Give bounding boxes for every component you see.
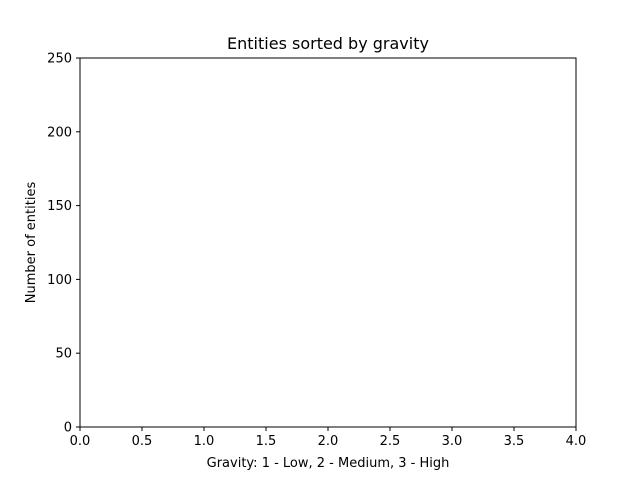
y-tick-label: 250	[47, 52, 72, 67]
x-tick-label: 2.5	[380, 434, 401, 449]
y-axis: 0 50 100 150 200 250	[47, 52, 80, 436]
x-tick-label: 2.0	[318, 434, 339, 449]
chart-title: Entities sorted by gravity	[227, 34, 429, 53]
x-tick-label: 3.5	[504, 434, 525, 449]
x-tick-label: 4.0	[566, 434, 587, 449]
y-tick-label: 0	[64, 421, 72, 436]
y-tick-label: 50	[55, 347, 72, 362]
y-axis-label: Number of entities	[24, 182, 39, 304]
y-tick-label: 200	[47, 125, 72, 140]
x-tick-label: 1.0	[194, 434, 215, 449]
x-tick-label: 1.5	[256, 434, 277, 449]
x-tick-label: 0.0	[70, 434, 91, 449]
y-tick-label: 100	[47, 273, 72, 288]
x-tick-label: 3.0	[442, 434, 463, 449]
y-tick-label: 150	[47, 199, 72, 214]
plot-area	[79, 57, 577, 428]
x-axis: 0.0 0.5 1.0 1.5 2.0 2.5 3.0 3.5 4.0	[70, 427, 587, 449]
x-axis-label: Gravity: 1 - Low, 2 - Medium, 3 - High	[207, 456, 450, 471]
x-tick-label: 0.5	[132, 434, 153, 449]
